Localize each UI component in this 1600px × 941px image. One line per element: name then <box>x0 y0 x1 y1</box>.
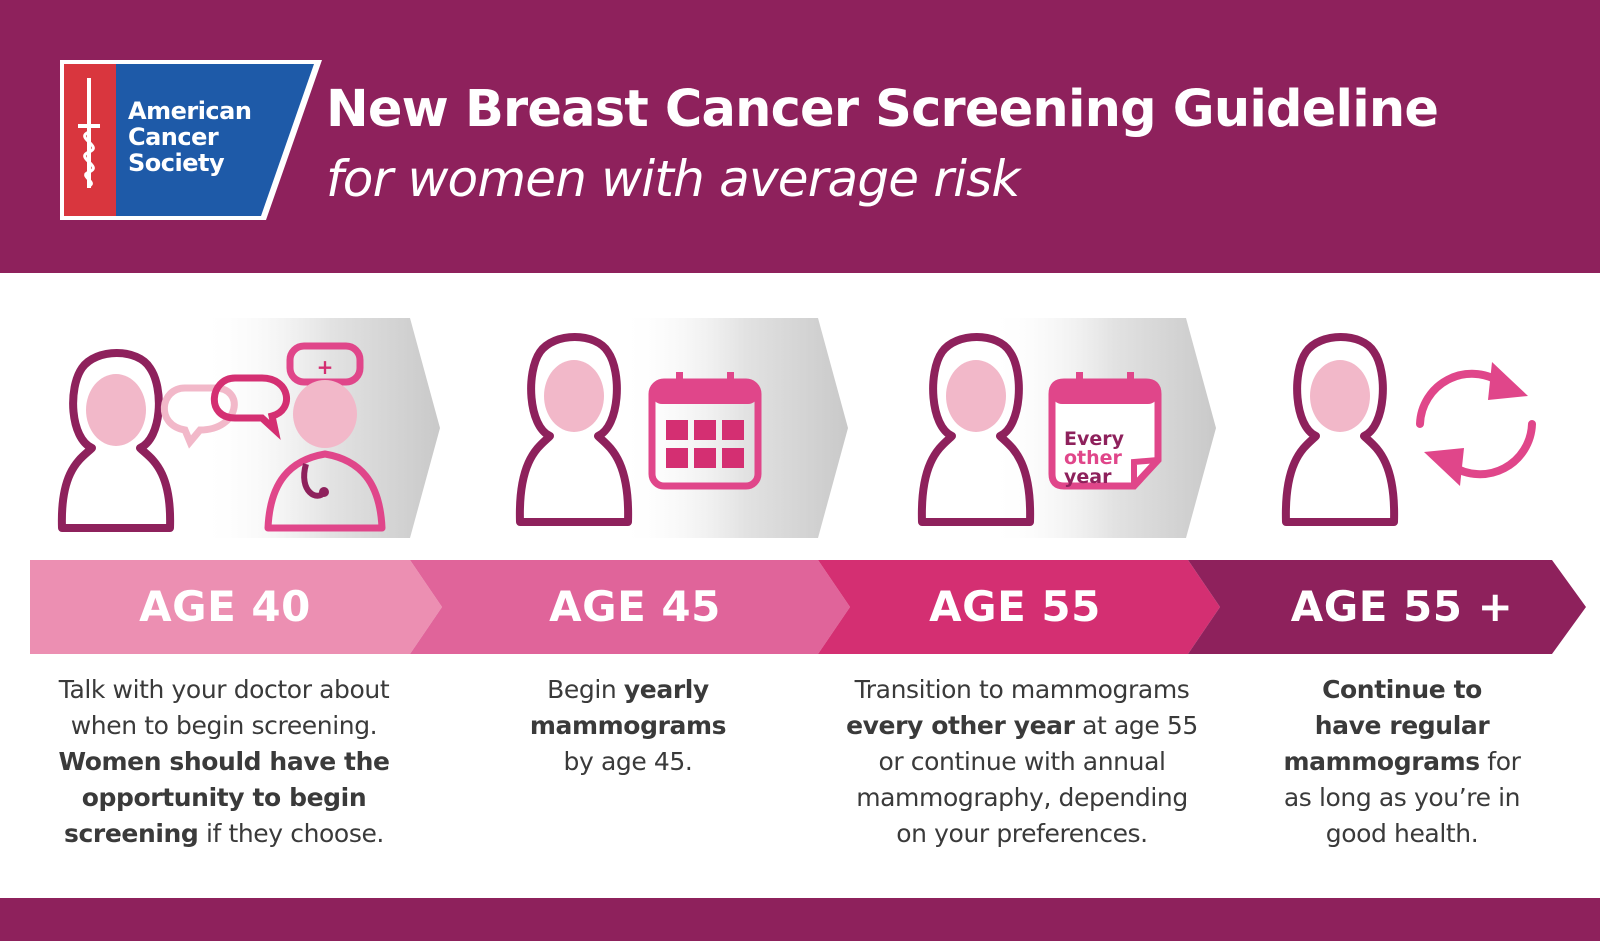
desc-line: for <box>1479 747 1521 776</box>
desc-line: Talk with your doctor about <box>58 675 390 704</box>
doctor-icon: + <box>264 342 386 532</box>
stage-description: Continue to have regular mammograms for … <box>1232 672 1572 852</box>
badge-line: Every <box>1064 428 1125 450</box>
page-subtitle: for women with average risk <box>326 150 1020 208</box>
logo-line: Society <box>128 149 225 177</box>
badge-line: year <box>1064 466 1112 488</box>
desc-line: have regular <box>1314 711 1490 740</box>
stage-description: Talk with your doctor about when to begi… <box>24 672 424 852</box>
desc-line: Transition to mammograms <box>854 675 1190 704</box>
desc-line: mammograms <box>529 711 727 740</box>
desc-line: Begin <box>547 675 624 704</box>
stage-description: Begin yearly mammograms by age 45. <box>468 672 788 780</box>
page-title: New Breast Cancer Screening Guideline <box>326 80 1439 139</box>
logo-line: American <box>128 97 252 125</box>
woman-icon <box>515 333 633 526</box>
footer-bar <box>0 898 1600 941</box>
age-band-segment-4 <box>1188 560 1586 654</box>
desc-line: good health. <box>1325 819 1479 848</box>
desc-line: or continue with annual <box>878 747 1166 776</box>
woman-icon <box>57 349 175 532</box>
american-cancer-society-logo <box>60 60 322 220</box>
woman-icon <box>917 333 1035 526</box>
age-label: AGE 45 <box>549 582 721 631</box>
calendar-every-other-year-icon <box>1048 372 1162 490</box>
calendar-badge-text: Every other year <box>1064 430 1148 487</box>
desc-line: screening <box>64 819 199 848</box>
desc-line: Women should have the <box>58 747 390 776</box>
desc-line: by age 45. <box>563 747 693 776</box>
refresh-cycle-icon <box>1416 362 1536 486</box>
logo-text: American Cancer Society <box>128 98 288 176</box>
age-band-segment-1 <box>30 560 442 654</box>
desc-line: at age 55 <box>1074 711 1198 740</box>
calendar-icon <box>648 372 762 490</box>
speech-bubbles-icon <box>160 374 290 449</box>
desc-line: every other year <box>846 711 1075 740</box>
stage-description: Transition to mammograms every other yea… <box>822 672 1222 852</box>
desc-line: Continue to <box>1322 675 1482 704</box>
svg-text:+: + <box>317 355 334 379</box>
age-timeline-band <box>30 560 1586 654</box>
desc-line: mammography, depending <box>856 783 1188 812</box>
desc-line: on your preferences. <box>896 819 1148 848</box>
age-label: AGE 55 <box>929 582 1101 631</box>
desc-line: if they choose. <box>198 819 384 848</box>
logo-line: Cancer <box>128 123 219 151</box>
badge-line: other <box>1064 447 1122 469</box>
illustrations: + <box>57 318 1536 538</box>
age-band-segment-3 <box>818 560 1220 654</box>
desc-line: opportunity to begin <box>81 783 367 812</box>
age-band-segment-2 <box>410 560 850 654</box>
desc-line: mammograms <box>1283 747 1481 776</box>
sword-icon <box>78 78 100 188</box>
desc-line: when to begin screening. <box>70 711 378 740</box>
desc-line: yearly <box>623 675 709 704</box>
woman-icon <box>1281 333 1399 526</box>
desc-line: as long as you’re in <box>1283 783 1521 812</box>
age-label: AGE 40 <box>139 582 311 631</box>
age-label: AGE 55 + <box>1290 582 1514 631</box>
